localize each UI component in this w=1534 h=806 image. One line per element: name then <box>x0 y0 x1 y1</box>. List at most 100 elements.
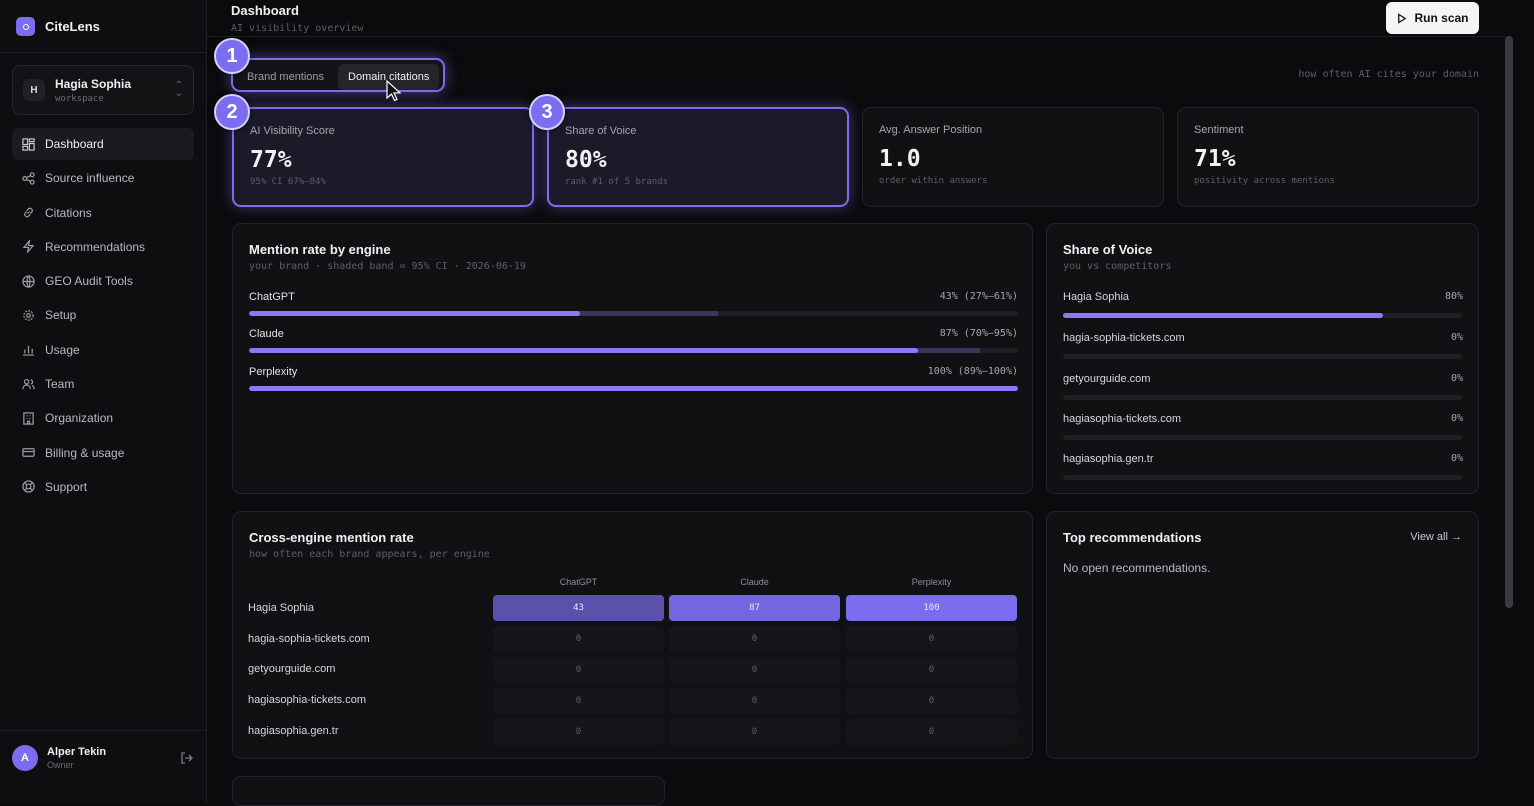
workspace-sub: workspace <box>55 93 104 104</box>
sidebar-item-source-influence[interactable]: Source influence <box>12 162 194 194</box>
recommendations-card: Top recommendations View all → No open r… <box>1046 511 1479 759</box>
play-icon <box>1398 12 1407 24</box>
sidebar-item-label: Citations <box>45 205 92 220</box>
card-title: Cross-engine mention rate <box>249 530 414 545</box>
sov-bar-track <box>1063 435 1463 440</box>
sov-name: hagia-sophia-tickets.com <box>1063 332 1185 344</box>
sov-value: 0% <box>1450 332 1463 343</box>
heatmap-cell: 100 <box>846 595 1017 621</box>
heatmap-cell: 0 <box>493 719 664 745</box>
workspace-avatar: H <box>23 79 45 101</box>
toggle-hint: how often AI cites your domain <box>1298 69 1479 80</box>
sov-row: hagia-sophia-tickets.com 0% <box>1063 332 1463 359</box>
engine-bar-track <box>249 386 1018 391</box>
sov-row: hagiasophia-tickets.com 0% <box>1063 413 1463 440</box>
sov-value: 0% <box>1450 373 1463 384</box>
share-of-voice-card: Share of Voice you vs competitors Hagia … <box>1046 223 1479 494</box>
stat-sub: order within answers <box>879 176 988 186</box>
main-content: Dashboard AI visibility overview Run sca… <box>207 0 1505 803</box>
avatar[interactable]: A <box>12 745 38 771</box>
sidebar-item-setup[interactable]: Setup <box>12 299 194 331</box>
stat-value: 77% <box>250 147 292 173</box>
sov-bar-track <box>1063 354 1463 359</box>
user-role: Owner <box>47 760 74 770</box>
engine-bar-fill <box>249 348 919 353</box>
heatmap-cell: 0 <box>846 719 1017 745</box>
brand[interactable]: CiteLens <box>16 17 100 36</box>
sidebar-item-citations[interactable]: Citations <box>12 197 194 229</box>
stat-value: 80% <box>565 147 607 173</box>
sidebar-item-label: Organization <box>45 411 114 426</box>
heatmap-column-header: Perplexity <box>911 577 952 587</box>
page-title: Dashboard <box>231 3 299 18</box>
card-subtitle: how often each brand appears, per engine <box>249 549 490 560</box>
workspace-switcher[interactable]: H Hagia Sophia workspace ⌃ ⌄ <box>12 65 194 115</box>
scrollbar[interactable] <box>1505 36 1513 608</box>
metric-toggle: Brand mentions Domain citations <box>231 58 446 92</box>
engine-bar-row: Claude 87% (70%–95%) <box>249 328 1018 353</box>
engine-value: 43% (27%–61%) <box>939 291 1018 302</box>
sidebar-item-organization[interactable]: Organization <box>12 402 194 434</box>
sov-name: getyourguide.com <box>1063 373 1151 385</box>
link-icon <box>22 206 35 219</box>
heatmap-cell: 0 <box>493 626 664 652</box>
brand-name: CiteLens <box>45 19 100 34</box>
stat-card-avg-answer-position[interactable]: Avg. Answer Position 1.0 order within an… <box>862 107 1164 207</box>
stat-card-sentiment[interactable]: Sentiment 71% positivity across mentions <box>1177 107 1479 207</box>
stat-sub: 95% CI 67%–84% <box>250 177 326 187</box>
credit-card-icon <box>22 446 35 459</box>
sov-value: 0% <box>1450 413 1463 424</box>
sidebar-item-recommendations[interactable]: Recommendations <box>12 231 194 263</box>
sov-name: hagiasophia.gen.tr <box>1063 453 1154 465</box>
building-icon <box>22 412 35 425</box>
sidebar-item-label: Setup <box>45 308 77 323</box>
engine-bar-row: ChatGPT 43% (27%–61%) <box>249 291 1018 316</box>
annotation-badge-3: 3 <box>529 94 565 130</box>
stat-sub: positivity across mentions <box>1194 176 1335 186</box>
card-subtitle: your brand · shaded band = 95% CI · 2026… <box>249 261 526 272</box>
user-name: Alper Tekin <box>47 746 107 758</box>
heatmap-row-label: hagiasophia-tickets.com <box>248 694 367 706</box>
stat-card-share-of-voice[interactable]: Share of Voice 80% rank #1 of 5 brands <box>547 107 849 207</box>
header: Dashboard AI visibility overview Run sca… <box>207 0 1505 37</box>
page-subtitle: AI visibility overview <box>231 23 364 34</box>
heatmap-cell: 0 <box>669 688 840 714</box>
sidebar-item-support[interactable]: Support <box>12 471 194 503</box>
heatmap-cell: 0 <box>669 657 840 683</box>
engine-bar-fill <box>249 311 580 316</box>
stat-label: AI Visibility Score <box>250 125 335 137</box>
gear-icon <box>22 309 35 322</box>
card-title: Mention rate by engine <box>249 242 391 257</box>
heatmap-cell: 0 <box>846 688 1017 714</box>
stat-label: Sentiment <box>1194 124 1244 136</box>
toggle-domain-citations[interactable]: Domain citations <box>338 64 440 90</box>
stat-sub: rank #1 of 5 brands <box>565 177 668 187</box>
view-all-link[interactable]: View all → <box>1410 531 1462 543</box>
sidebar-item-team[interactable]: Team <box>12 368 194 400</box>
sidebar-item-usage[interactable]: Usage <box>12 334 194 366</box>
sov-row: Hagia Sophia 80% <box>1063 291 1463 318</box>
sidebar-item-dashboard[interactable]: Dashboard <box>12 128 194 160</box>
sov-row: hagiasophia.gen.tr 0% <box>1063 453 1463 480</box>
card-title: Share of Voice <box>1063 242 1153 257</box>
sov-bar-track <box>1063 475 1463 480</box>
sov-row: getyourguide.com 0% <box>1063 373 1463 400</box>
sidebar-divider <box>0 52 206 53</box>
stat-value: 71% <box>1194 146 1236 172</box>
run-scan-button[interactable]: Run scan <box>1386 2 1479 34</box>
logout-icon[interactable] <box>180 751 194 765</box>
mention-rate-card: Mention rate by engine your brand · shad… <box>232 223 1033 494</box>
sidebar-item-label: Recommendations <box>45 239 146 254</box>
sidebar-item-label: Support <box>45 479 88 494</box>
stat-card-visibility-score[interactable]: AI Visibility Score 77% 95% CI 67%–84% <box>232 107 534 207</box>
annotation-badge-2: 2 <box>214 94 250 130</box>
sidebar-item-billing[interactable]: Billing & usage <box>12 437 194 469</box>
toggle-brand-mentions[interactable]: Brand mentions <box>247 71 325 83</box>
brand-logo-icon <box>16 17 35 36</box>
sov-bar-fill <box>1063 313 1383 318</box>
empty-state: No open recommendations. <box>1063 561 1211 575</box>
sidebar-item-geo-audit-tools[interactable]: GEO Audit Tools <box>12 265 194 297</box>
sov-bar-track <box>1063 395 1463 400</box>
heatmap-cell: 43 <box>493 595 664 621</box>
engine-bar-track <box>249 348 1018 353</box>
